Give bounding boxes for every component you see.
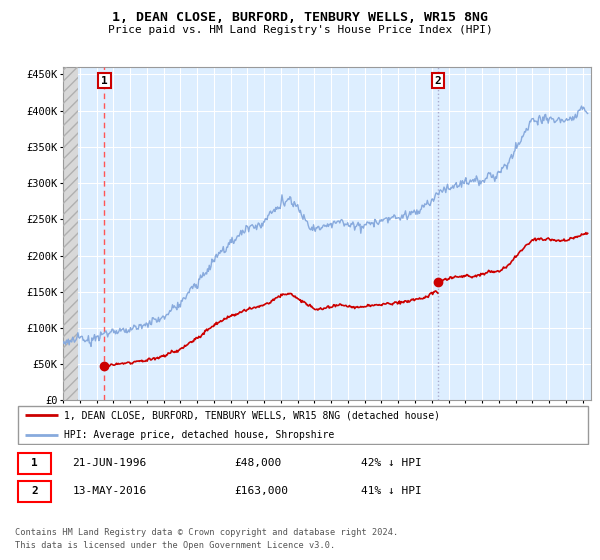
FancyBboxPatch shape [18,481,51,502]
FancyBboxPatch shape [18,407,588,444]
Text: 1: 1 [101,76,108,86]
Text: HPI: Average price, detached house, Shropshire: HPI: Average price, detached house, Shro… [64,430,334,440]
Text: Price paid vs. HM Land Registry's House Price Index (HPI): Price paid vs. HM Land Registry's House … [107,25,493,35]
Text: £163,000: £163,000 [234,487,288,496]
Text: 1, DEAN CLOSE, BURFORD, TENBURY WELLS, WR15 8NG (detached house): 1, DEAN CLOSE, BURFORD, TENBURY WELLS, W… [64,410,440,421]
Bar [63,67,78,400]
Text: £48,000: £48,000 [234,459,281,468]
Text: 41% ↓ HPI: 41% ↓ HPI [361,487,421,496]
Text: 21-JUN-1996: 21-JUN-1996 [73,459,147,468]
Bar [63,67,78,400]
Text: 1: 1 [31,459,38,468]
Text: 1, DEAN CLOSE, BURFORD, TENBURY WELLS, WR15 8NG: 1, DEAN CLOSE, BURFORD, TENBURY WELLS, W… [112,11,488,24]
FancyBboxPatch shape [18,453,51,474]
Text: Contains HM Land Registry data © Crown copyright and database right 2024.: Contains HM Land Registry data © Crown c… [15,528,398,536]
Text: 13-MAY-2016: 13-MAY-2016 [73,487,147,496]
Text: 2: 2 [31,487,38,496]
Text: 42% ↓ HPI: 42% ↓ HPI [361,459,421,468]
Text: 2: 2 [434,76,442,86]
Text: This data is licensed under the Open Government Licence v3.0.: This data is licensed under the Open Gov… [15,541,335,550]
